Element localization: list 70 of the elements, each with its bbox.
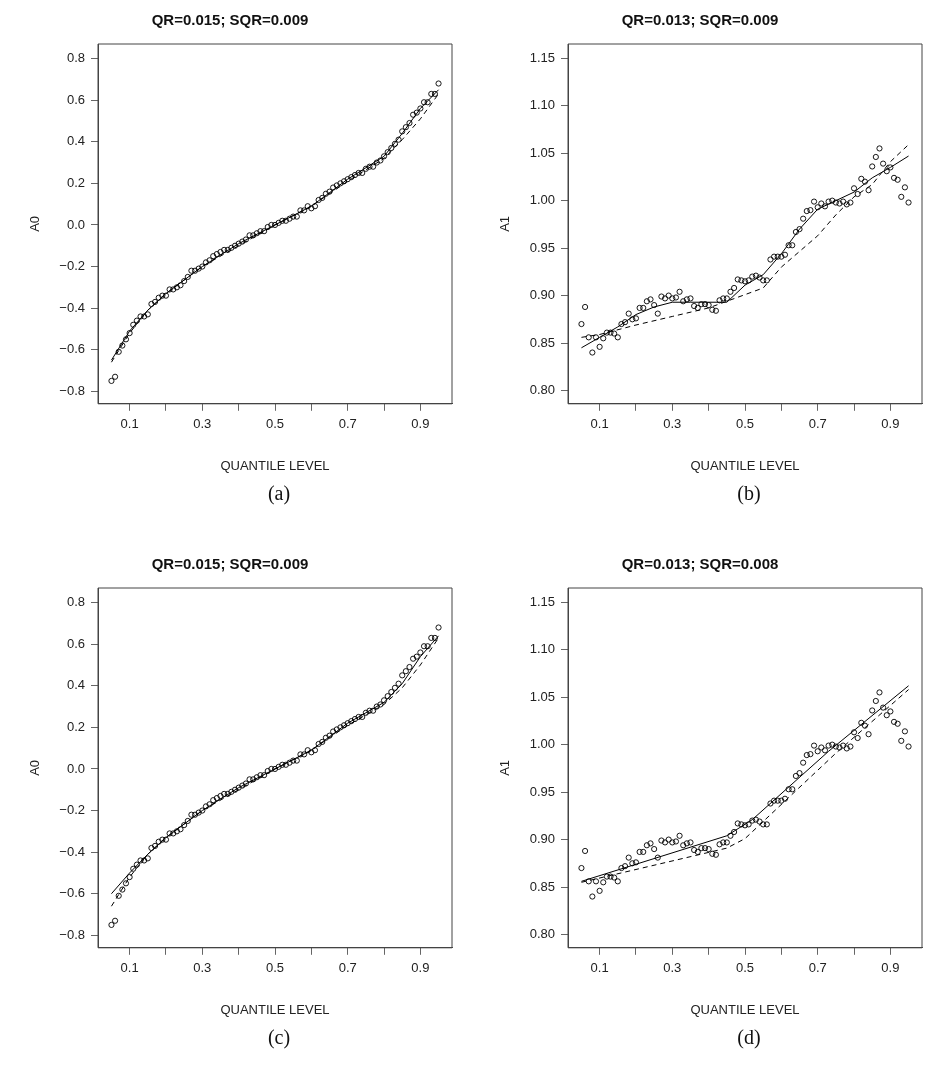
chart-title: QR=0.015; SQR=0.009 [151,555,309,573]
x-tick-label: 0.5 [265,960,285,976]
y-tick-label: −0.4 [59,843,85,859]
x-axis-title: QUANTILE LEVEL [690,457,800,473]
y-tick-label: −0.6 [59,341,85,357]
x-tick-label: 0.1 [590,960,609,976]
chart-title: QR=0.013; SQR=0.009 [621,11,779,29]
y-tick-label: 0.6 [66,635,85,651]
x-axis-title: QUANTILE LEVEL [220,457,330,473]
y-tick-label: 0.8 [66,50,85,66]
x-axis-title: QUANTILE LEVEL [220,1001,330,1017]
x-tick-label: 0.1 [590,416,609,432]
y-tick-label: 0.85 [529,334,555,350]
y-tick-label: 0.2 [66,718,85,734]
y-tick-label: 0.90 [529,287,555,303]
text: (c) [266,1025,292,1050]
y-tick-label: 0.0 [66,760,85,776]
x-tick-label: 0.1 [120,416,139,432]
y-tick-label: 0.2 [66,174,85,190]
x-tick-label: 0.5 [265,416,285,432]
x-tick-label: 0.3 [193,416,212,432]
y-tick-label: −0.2 [59,258,85,274]
y-tick-label: 0.80 [529,926,555,942]
y-tick-label: −0.2 [59,802,85,818]
y-axis-title: A0 [27,759,43,776]
y-tick-label: 1.10 [529,97,555,113]
x-tick-label: 0.7 [338,960,357,976]
y-tick-label: 0.8 [66,594,85,610]
x-tick-label: 0.3 [663,960,682,976]
text: (a) [266,481,292,506]
x-tick-label: 0.3 [193,960,212,976]
x-tick-label: 0.9 [411,416,430,432]
chart-title: QR=0.015; SQR=0.009 [151,11,309,29]
chart-title: QR=0.013; SQR=0.008 [621,555,779,573]
y-tick-label: 0.95 [529,239,555,255]
y-tick-label: 0.85 [529,878,555,894]
x-tick-label: 0.5 [735,960,755,976]
x-tick-label: 0.5 [735,416,755,432]
y-axis-title: A1 [497,215,513,232]
text: (b) [736,481,762,506]
x-tick-label: 0.7 [808,960,827,976]
x-axis-title: QUANTILE LEVEL [690,1001,800,1017]
x-tick-label: 0.9 [881,416,900,432]
y-tick-label: 0.80 [529,382,555,398]
y-tick-label: −0.8 [59,926,85,942]
y-axis-title: A1 [497,759,513,776]
x-tick-label: 0.7 [808,416,827,432]
y-tick-label: 0.6 [66,91,85,107]
y-axis-title: A0 [27,215,43,232]
y-tick-label: 1.05 [529,144,555,160]
x-tick-label: 0.9 [881,960,900,976]
y-tick-label: −0.6 [59,885,85,901]
x-tick-label: 0.7 [338,416,357,432]
y-tick-label: 1.15 [529,49,555,65]
y-tick-label: 1.15 [529,593,555,609]
y-tick-label: −0.8 [59,382,85,398]
y-tick-label: −0.4 [59,299,85,315]
y-tick-label: 1.05 [529,688,555,704]
y-tick-label: 1.00 [529,192,555,208]
y-tick-label: 1.10 [529,641,555,657]
y-tick-label: 0.0 [66,216,85,232]
y-tick-label: 0.95 [529,783,555,799]
y-tick-label: 0.4 [66,133,85,149]
y-tick-label: 0.90 [529,831,555,847]
y-tick-label: 1.00 [529,736,555,752]
x-tick-label: 0.1 [120,960,139,976]
x-tick-label: 0.3 [663,416,682,432]
text: (d) [736,1025,762,1050]
x-tick-label: 0.9 [411,960,430,976]
y-tick-label: 0.4 [66,677,85,693]
